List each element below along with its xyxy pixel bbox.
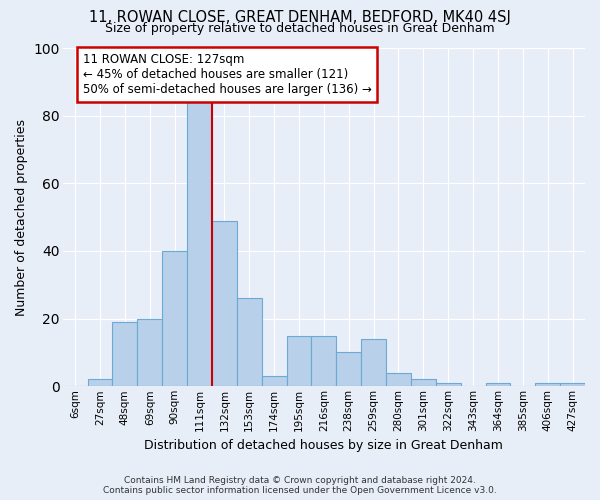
Bar [262, 376, 287, 386]
Bar [311, 336, 336, 386]
Bar [386, 372, 411, 386]
Bar [88, 380, 112, 386]
Text: 11 ROWAN CLOSE: 127sqm
← 45% of detached houses are smaller (121)
50% of semi-de: 11 ROWAN CLOSE: 127sqm ← 45% of detached… [83, 53, 371, 96]
Bar [485, 383, 511, 386]
Bar [361, 339, 386, 386]
Bar [287, 336, 311, 386]
Text: Size of property relative to detached houses in Great Denham: Size of property relative to detached ho… [105, 22, 495, 35]
Text: 11, ROWAN CLOSE, GREAT DENHAM, BEDFORD, MK40 4SJ: 11, ROWAN CLOSE, GREAT DENHAM, BEDFORD, … [89, 10, 511, 25]
Bar [560, 383, 585, 386]
Text: Contains HM Land Registry data © Crown copyright and database right 2024.
Contai: Contains HM Land Registry data © Crown c… [103, 476, 497, 495]
Bar [411, 380, 436, 386]
Bar [162, 251, 187, 386]
Bar [535, 383, 560, 386]
Bar [212, 220, 237, 386]
Y-axis label: Number of detached properties: Number of detached properties [15, 118, 28, 316]
Bar [137, 318, 162, 386]
X-axis label: Distribution of detached houses by size in Great Denham: Distribution of detached houses by size … [145, 440, 503, 452]
Bar [436, 383, 461, 386]
Bar [336, 352, 361, 386]
Bar [112, 322, 137, 386]
Bar [187, 102, 212, 387]
Bar [237, 298, 262, 386]
